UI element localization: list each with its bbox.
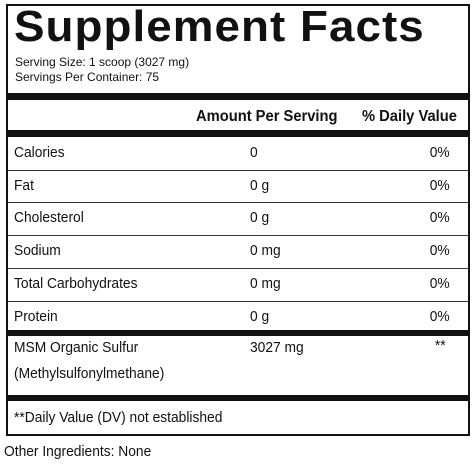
daily-value: 0% [430,176,450,194]
row-rule [8,235,468,237]
serving-size: Serving Size: 1 scoop (3027 mg) [15,55,190,69]
amount: 0 mg [250,242,281,260]
other-ingredients: Other Ingredients: None [4,443,152,460]
daily-value: ** [435,337,446,355]
amount: 0 [250,144,258,161]
daily-value: 0% [430,144,450,161]
nutrient-name: Calories [14,144,65,161]
daily-value: 0% [430,209,450,227]
row-rule [8,267,468,269]
amount: 0 g [250,307,270,325]
row-rule [8,300,468,302]
row-rule [8,202,468,204]
nutrient-name: MSM Organic Sulfur [14,339,139,357]
nutrient-name: Fat [14,176,34,194]
amount: 0 mg [250,274,281,292]
column-header: Amount Per Serving [196,108,338,125]
label-border [6,4,470,436]
nutrient-name: Total Carbohydrates [14,274,138,292]
servings-per-container: Servings Per Container: 75 [15,70,160,84]
amount: 0 g [250,209,270,227]
nutrient-subname: (Methylsulfonylmethane) [14,365,165,383]
daily-value: 0% [430,274,450,292]
thick-rule [8,130,468,137]
daily-value: 0% [430,242,450,260]
title: Supplement Facts [14,2,425,51]
amount: 0 g [250,176,270,194]
footnote: **Daily Value (DV) not established [14,409,223,426]
nutrient-name: Protein [14,307,58,325]
thick-rule [8,330,468,337]
row-rule [8,169,468,171]
nutrient-name: Cholesterol [14,209,84,227]
amount: 3027 mg [250,339,304,357]
column-header: % Daily Value [362,108,457,125]
daily-value: 0% [430,307,450,325]
nutrient-name: Sodium [14,242,61,260]
thick-rule [8,93,468,100]
thick-rule [8,395,468,401]
